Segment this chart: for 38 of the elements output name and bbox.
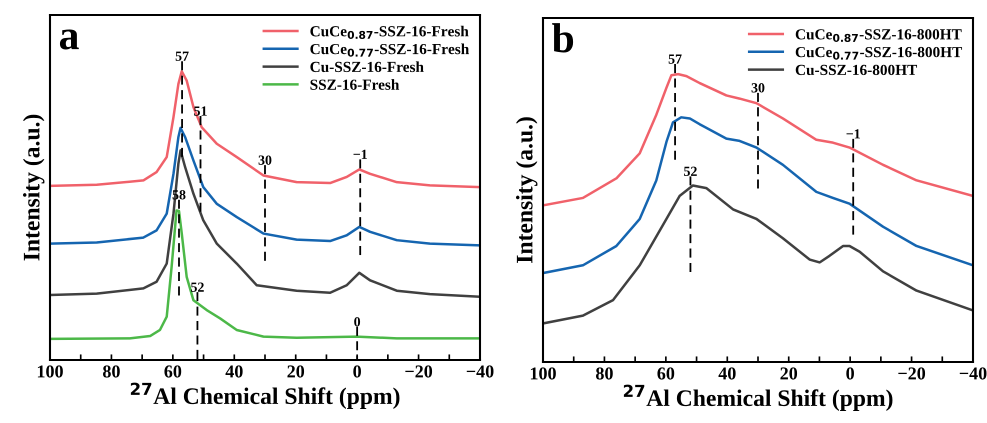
legend-label: CuCe$_{0.77}$-SSZ-16-Fresh	[310, 43, 470, 57]
x-tick-label: 0	[353, 365, 361, 378]
x-tick-label: 40	[226, 365, 243, 378]
annotation: 30	[752, 83, 764, 93]
x-tick-label: 100	[530, 367, 556, 380]
text: b	[552, 23, 574, 52]
legend-label: SSZ-16-Fresh	[310, 79, 400, 90]
x-tick-label: −40	[960, 367, 986, 380]
legend-label: CuCe$_{0.87}$-SSZ-16-800HT	[796, 29, 962, 42]
annotation: −1	[354, 150, 367, 159]
x-tick-label: 20	[780, 367, 798, 380]
x-tick-label: 80	[103, 365, 120, 378]
text: a	[60, 30, 79, 50]
y-axis-title: Intensity (a.u.)	[516, 117, 538, 263]
annotation: 57	[176, 52, 189, 61]
x-tick-label: 60	[164, 365, 182, 378]
x-tick-label: 80	[596, 367, 613, 380]
x-tick-label: −40	[466, 365, 494, 378]
x-tick-label: 60	[657, 367, 674, 380]
annotation: 0	[354, 317, 360, 326]
x-tick-label: 40	[718, 367, 736, 380]
legend-label: Cu-SSZ-16-Fresh	[310, 61, 424, 72]
annotation: −1	[846, 129, 860, 138]
annotation: 52	[684, 166, 697, 176]
x-axis-title: $^{27}$Al Chemical Shift (ppm)	[130, 382, 400, 409]
annotation: 52	[191, 282, 204, 292]
annotation: 57	[668, 54, 682, 64]
x-tick-label: 100	[38, 365, 63, 378]
x-axis-title: $^{27}$Al Chemical Shift (ppm)	[624, 384, 892, 411]
x-tick-label: −20	[405, 365, 432, 378]
legend-label: CuCe$_{0.77}$-SSZ-16-800HT	[796, 46, 962, 60]
x-tick-label: 0	[846, 367, 854, 380]
annotation: 30	[258, 155, 272, 165]
legend-label: Cu-SSZ-16-800HT	[796, 64, 918, 76]
legend-label: CuCe$_{0.87}$-SSZ-16-Fresh	[310, 26, 469, 39]
x-tick-label: 20	[287, 365, 304, 378]
x-tick-label: −20	[898, 367, 926, 380]
y-axis-title: Intensity (a.u.)	[22, 114, 44, 260]
